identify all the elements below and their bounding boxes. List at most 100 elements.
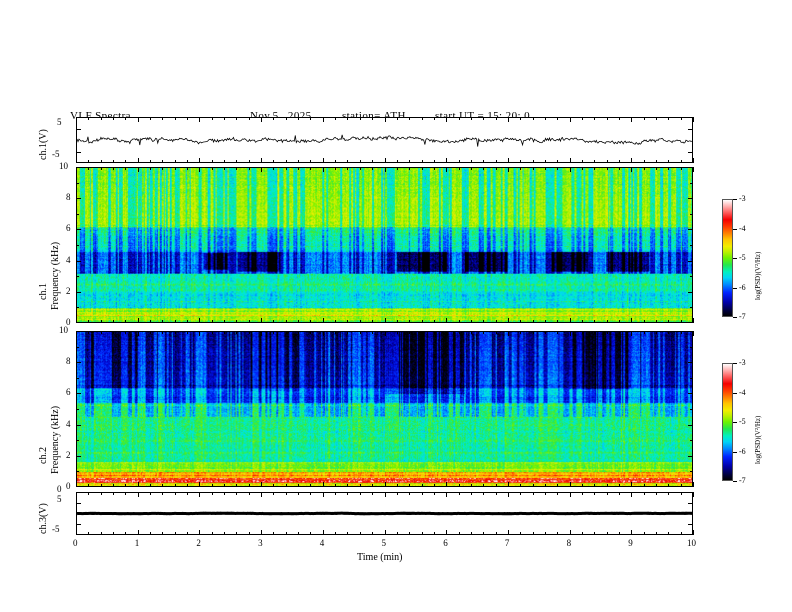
tick-mark xyxy=(582,331,583,334)
tick-mark xyxy=(273,492,274,495)
tick-mark xyxy=(261,492,262,497)
tick-mark xyxy=(520,331,521,334)
tick-mark xyxy=(76,322,81,323)
tick-mark xyxy=(347,167,348,170)
tick-mark xyxy=(323,331,324,336)
tick-mark xyxy=(688,425,693,426)
cb1-tick-neg5: -5 xyxy=(739,253,746,262)
ch1-waveform-trace xyxy=(77,134,692,147)
tick-mark xyxy=(162,320,163,323)
tick-mark xyxy=(446,158,447,163)
ch3-wave-tick-5: 5 xyxy=(57,494,62,504)
tick-mark xyxy=(298,320,299,323)
time-tick-4: 4 xyxy=(319,538,325,548)
tick-mark xyxy=(471,484,472,487)
tick-mark xyxy=(668,320,669,323)
tick-mark xyxy=(619,160,620,163)
tick-mark xyxy=(385,482,386,487)
tick-mark xyxy=(688,167,693,168)
tick-mark xyxy=(199,530,200,535)
ch1-wave-tick-neg5: -5 xyxy=(52,149,60,159)
tick-mark xyxy=(668,117,669,120)
tick-mark xyxy=(187,492,188,495)
tick-mark xyxy=(199,331,200,336)
tick-mark xyxy=(236,331,237,334)
tick-mark xyxy=(236,160,237,163)
tick-mark xyxy=(409,532,410,535)
tick-mark xyxy=(520,167,521,170)
tick-mark xyxy=(644,320,645,323)
cb2-tick-mark xyxy=(733,481,737,482)
tick-mark xyxy=(434,331,435,334)
tick-mark xyxy=(88,320,89,323)
tick-mark xyxy=(681,484,682,487)
tick-mark xyxy=(644,167,645,170)
tick-mark xyxy=(236,117,237,120)
tick-mark xyxy=(557,532,558,535)
tick-mark xyxy=(76,167,77,172)
tick-mark xyxy=(570,158,571,163)
tick-mark xyxy=(693,482,694,487)
tick-mark xyxy=(261,167,262,172)
tick-mark xyxy=(372,167,373,170)
tick-mark xyxy=(335,160,336,163)
tick-mark xyxy=(224,484,225,487)
tick-mark xyxy=(286,492,287,495)
tick-mark xyxy=(286,331,287,334)
tick-mark xyxy=(372,160,373,163)
tick-mark xyxy=(76,117,77,122)
tick-mark xyxy=(656,167,657,170)
tick-mark xyxy=(681,160,682,163)
tick-mark xyxy=(570,331,571,336)
tick-mark xyxy=(483,484,484,487)
tick-mark xyxy=(690,245,693,246)
tick-mark xyxy=(434,532,435,535)
tick-mark xyxy=(138,117,139,122)
tick-mark xyxy=(199,117,200,122)
ch2-freq-tick-8: 8 xyxy=(66,356,71,366)
tick-mark xyxy=(533,167,534,170)
cb1-tick-neg7: -7 xyxy=(739,312,746,321)
tick-mark xyxy=(310,167,311,170)
tick-mark xyxy=(138,167,139,172)
tick-mark xyxy=(187,160,188,163)
tick-mark xyxy=(249,492,250,495)
tick-mark xyxy=(298,484,299,487)
tick-mark xyxy=(310,117,311,120)
tick-mark xyxy=(688,261,693,262)
tick-mark xyxy=(88,484,89,487)
tick-mark xyxy=(224,117,225,120)
tick-mark xyxy=(261,482,262,487)
tick-mark xyxy=(644,492,645,495)
time-tick-0: 0 xyxy=(73,538,78,548)
ch1-wave-tick-5: 5 xyxy=(57,117,62,127)
tick-mark xyxy=(101,532,102,535)
tick-mark xyxy=(76,378,79,379)
tick-mark xyxy=(335,532,336,535)
tick-mark xyxy=(619,532,620,535)
colorbar-ch2 xyxy=(722,363,733,481)
ch2-freq-tick-10: 10 xyxy=(59,325,68,335)
ch2-spec-ylabel: Frequency (kHz) xyxy=(50,405,61,474)
tick-mark xyxy=(101,320,102,323)
tick-mark xyxy=(212,492,213,495)
tick-mark xyxy=(224,167,225,170)
tick-mark xyxy=(409,320,410,323)
tick-mark xyxy=(199,167,200,172)
tick-mark xyxy=(520,492,521,495)
cb2-tick-neg7: -7 xyxy=(739,476,746,485)
tick-mark xyxy=(688,129,693,130)
tick-mark xyxy=(656,117,657,120)
time-tick-9: 9 xyxy=(628,538,633,548)
ch1-spectrogram-panel xyxy=(76,167,693,323)
tick-mark xyxy=(459,492,460,495)
tick-mark xyxy=(693,167,694,172)
tick-mark xyxy=(150,167,151,170)
tick-mark xyxy=(76,486,81,487)
tick-mark xyxy=(422,167,423,170)
tick-mark xyxy=(261,331,262,336)
tick-mark xyxy=(483,167,484,170)
tick-mark xyxy=(570,167,571,172)
tick-mark xyxy=(533,532,534,535)
